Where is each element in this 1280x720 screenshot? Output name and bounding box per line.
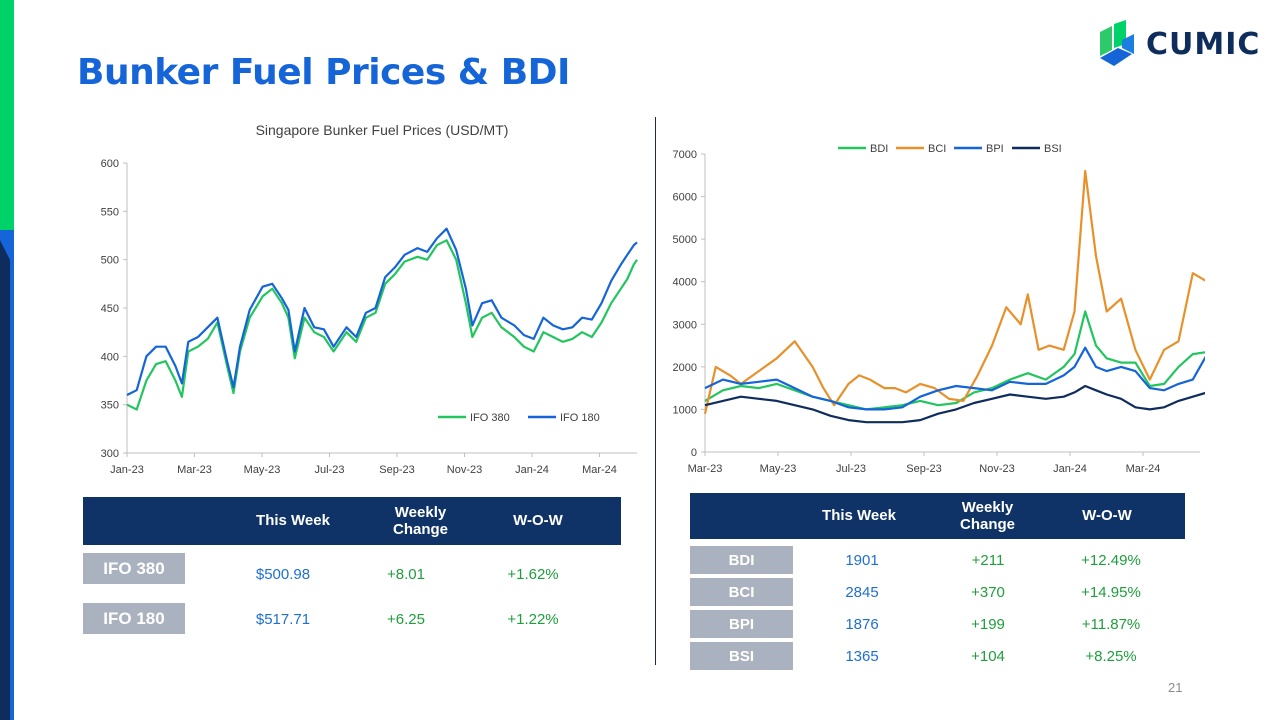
legend-label: BPI [986, 143, 1004, 155]
fuel-header-this-week: This Week [256, 512, 330, 530]
accent-bar [0, 0, 14, 720]
fuel-table-header: This Week Weekly Change W-O-W [83, 497, 621, 545]
y-tick-label: 350 [101, 400, 119, 412]
x-tick-label: Nov-23 [979, 463, 1014, 475]
page-title: Bunker Fuel Prices & BDI [77, 52, 570, 93]
y-tick-label: 300 [101, 448, 119, 460]
fuel-row-ifo180-wow: +1.22% [507, 611, 559, 628]
y-tick-label: 500 [101, 255, 119, 267]
cumic-logo: CUMIC [1094, 18, 1264, 70]
index-row-label-bdi: BDI [690, 546, 793, 574]
y-tick-label: 4000 [673, 277, 697, 289]
index-row-label-bci: BCI [690, 578, 793, 606]
fuel-row-ifo380-wow: +1.62% [507, 566, 559, 583]
y-tick-label: 550 [101, 206, 119, 218]
y-tick-label: 600 [101, 158, 119, 170]
index-row-label-bsi: BSI [690, 642, 793, 670]
index-row-bsi-this-week: 1365 [845, 648, 879, 665]
index-row-bsi-wow: +8.25% [1085, 648, 1137, 665]
y-tick-label: 2000 [673, 362, 697, 374]
legend-label: IFO 180 [560, 412, 600, 424]
x-tick-label: Nov-23 [447, 464, 482, 476]
x-tick-label: Mar-24 [582, 464, 617, 476]
series-line-bci [703, 169, 1205, 414]
y-tick-label: 450 [101, 303, 119, 315]
index-row-bsi-weekly-change: +104 [971, 648, 1005, 665]
index-row-bci-wow: +14.95% [1081, 584, 1141, 601]
index-header-wow: W-O-W [1082, 507, 1132, 525]
x-tick-label: Jan-23 [110, 464, 144, 476]
index-row-label-bpi: BPI [690, 610, 793, 638]
y-tick-label: 400 [101, 351, 119, 363]
x-tick-label: Sep-23 [906, 463, 941, 475]
x-tick-label: Mar-23 [177, 464, 212, 476]
index-row-bpi-this-week: 1876 [845, 616, 879, 633]
logo-text: CUMIC [1146, 27, 1261, 62]
y-tick-label: 3000 [673, 319, 697, 331]
legend-label: BDI [870, 143, 888, 155]
page-number: 21 [1168, 680, 1183, 695]
series-line-bpi [704, 346, 1205, 411]
fuel-row-label-ifo380: IFO 380 [83, 553, 185, 584]
legend-label: IFO 380 [470, 412, 510, 424]
x-tick-label: Mar-23 [688, 463, 723, 475]
index-row-bdi-this-week: 1901 [845, 552, 879, 569]
index-row-bpi-weekly-change: +199 [971, 616, 1005, 633]
index-row-bci-weekly-change: +370 [971, 584, 1005, 601]
series-line-bsi [704, 384, 1205, 424]
x-tick-label: May-23 [760, 463, 797, 475]
index-row-bdi-wow: +12.49% [1081, 552, 1141, 569]
fuel-header-weekly-change: Weekly Change [392, 503, 448, 538]
fuel-row-ifo180-this-week: $517.71 [255, 611, 311, 628]
x-tick-label: Jul-23 [836, 463, 866, 475]
x-tick-label: Jan-24 [1053, 463, 1087, 475]
logo-mark-icon [1100, 20, 1134, 66]
bunker-fuel-chart: Singapore Bunker Fuel Prices (USD/MT) 300… [101, 122, 638, 476]
fuel-header-wow: W-O-W [513, 512, 563, 530]
y-tick-label: 7000 [673, 149, 697, 161]
series-line-ifo-180 [126, 227, 638, 396]
baltic-index-chart: 0 1000 2000 3000 4000 5000 6000 7000 Mar-23 May-2… [673, 143, 1205, 475]
fuel-row-ifo380-weekly-change: +8.01 [387, 566, 425, 583]
y-tick-label: 6000 [673, 192, 697, 204]
index-row-bpi-wow: +11.87% [1081, 616, 1141, 633]
section-divider [655, 117, 656, 665]
x-tick-label: Jul-23 [315, 464, 345, 476]
chart-title: Singapore Bunker Fuel Prices (USD/MT) [256, 122, 509, 138]
x-tick-label: Mar-24 [1126, 463, 1161, 475]
index-header-this-week: This Week [822, 507, 896, 525]
legend-label: BCI [928, 143, 946, 155]
legend-label: BSI [1044, 143, 1062, 155]
fuel-row-ifo180-weekly-change: +6.25 [387, 611, 425, 628]
x-tick-label: Sep-23 [379, 464, 414, 476]
series-line-ifo-380 [126, 239, 638, 411]
y-tick-label: 1000 [673, 404, 697, 416]
index-header-weekly-change: Weekly Change [959, 498, 1015, 533]
index-row-bdi-weekly-change: +211 [971, 552, 1005, 569]
fuel-row-label-ifo180: IFO 180 [83, 603, 185, 634]
index-row-bci-this-week: 2845 [845, 584, 879, 601]
x-tick-label: Jan-24 [515, 464, 549, 476]
fuel-row-ifo380-this-week: $500.98 [255, 566, 311, 583]
y-tick-label: 0 [691, 447, 697, 459]
index-table-header: This Week Weekly Change W-O-W [690, 493, 1185, 539]
y-tick-label: 5000 [673, 234, 697, 246]
series-line-bdi [704, 310, 1205, 411]
x-tick-label: May-23 [244, 464, 281, 476]
